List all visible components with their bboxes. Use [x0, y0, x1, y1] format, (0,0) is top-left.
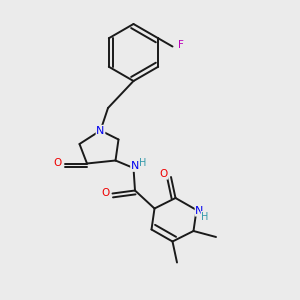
Text: F: F	[178, 40, 184, 50]
Text: N: N	[131, 161, 139, 171]
Text: N: N	[96, 125, 105, 136]
Text: H: H	[140, 158, 147, 168]
Text: O: O	[102, 188, 110, 199]
Text: N: N	[195, 206, 204, 216]
Text: H: H	[201, 212, 208, 222]
Text: O: O	[54, 158, 62, 169]
Text: O: O	[159, 169, 168, 179]
